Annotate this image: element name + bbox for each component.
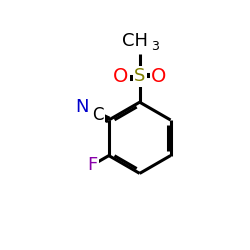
Text: O: O xyxy=(113,67,128,86)
Text: C: C xyxy=(92,106,103,124)
Text: CH: CH xyxy=(122,32,148,50)
Text: O: O xyxy=(151,67,166,86)
Text: N: N xyxy=(75,98,88,116)
Text: 3: 3 xyxy=(151,40,159,52)
Text: F: F xyxy=(87,156,97,174)
Text: S: S xyxy=(134,67,145,85)
